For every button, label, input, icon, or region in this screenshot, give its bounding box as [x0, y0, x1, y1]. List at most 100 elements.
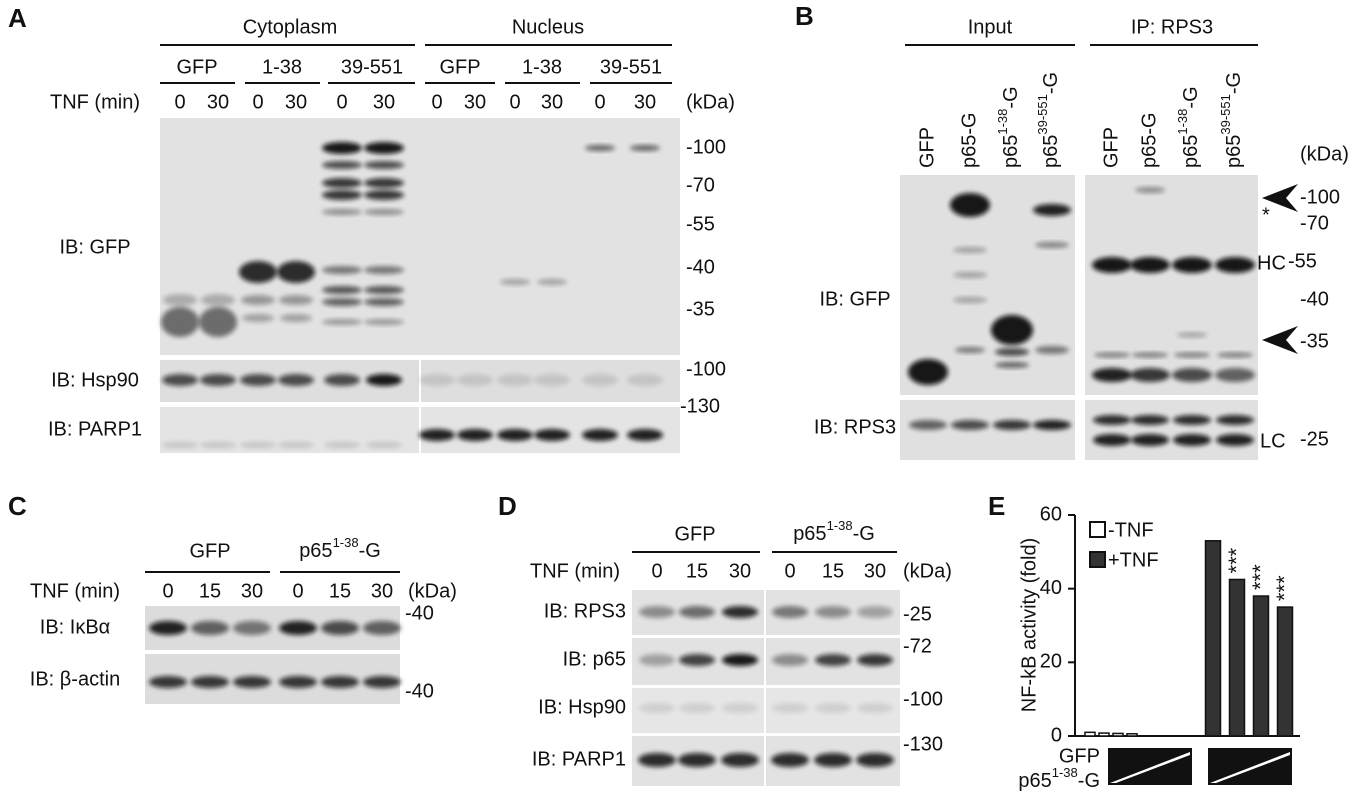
bar — [1252, 595, 1270, 737]
group-label: p651-38-G — [793, 518, 875, 545]
band — [364, 209, 404, 215]
unit-label: (kDa) — [903, 560, 952, 582]
time-label: 30 — [207, 91, 229, 113]
band — [722, 703, 758, 713]
panel-letter: E — [988, 491, 1005, 521]
legend-swatch — [1089, 521, 1106, 538]
band — [364, 161, 404, 169]
band — [364, 142, 404, 154]
time-label: 0 — [336, 91, 347, 113]
kda-marker: -55 — [686, 213, 715, 235]
time-label: 0 — [252, 91, 263, 113]
band — [639, 703, 675, 713]
band — [1093, 434, 1131, 446]
arrow — [1262, 184, 1298, 212]
time-label: 0 — [162, 580, 173, 602]
band — [200, 442, 236, 448]
band — [582, 374, 618, 386]
band — [364, 298, 404, 306]
dose-diagonal — [1110, 752, 1190, 783]
kda-marker: -130 — [680, 395, 720, 417]
band — [630, 145, 660, 151]
band — [638, 753, 676, 767]
blot-label: IB: GFP — [819, 288, 890, 310]
band — [534, 374, 570, 386]
band — [1177, 332, 1207, 338]
band — [161, 307, 199, 337]
band — [200, 374, 236, 386]
time-label: 0 — [509, 91, 520, 113]
band — [322, 209, 362, 215]
band — [322, 298, 362, 306]
band — [322, 266, 362, 274]
band — [321, 621, 359, 635]
band — [1216, 434, 1254, 446]
x-label: GFP — [1059, 745, 1100, 767]
time-label: 0 — [292, 580, 303, 602]
band — [363, 621, 401, 635]
band — [627, 429, 663, 441]
band — [199, 307, 237, 337]
panel-letter: B — [795, 1, 814, 31]
band — [457, 374, 493, 386]
construct-label: 1-38 — [522, 56, 562, 78]
band — [679, 606, 715, 618]
time-label: 0 — [594, 91, 605, 113]
blot — [1085, 400, 1258, 460]
lane-label-suffix: -G — [1000, 86, 1022, 108]
y-tick-label: 60 — [1040, 503, 1062, 525]
lane-label-base: p65 — [1223, 135, 1245, 168]
kda-marker: -35 — [686, 298, 715, 320]
band — [278, 442, 314, 448]
band — [721, 753, 759, 767]
blot — [900, 400, 1075, 460]
blot-label: IB: RPS3 — [814, 416, 896, 438]
time-label: 30 — [729, 560, 751, 582]
lane-label-base: p65 — [1040, 135, 1062, 168]
construct-label: 39-551 — [600, 56, 662, 78]
group-label: Cytoplasm — [243, 16, 337, 38]
blot — [1085, 175, 1258, 395]
band — [233, 621, 271, 635]
annotation: HC — [1257, 252, 1286, 274]
band — [857, 654, 893, 666]
lane-label-suffix: -G — [1040, 72, 1062, 94]
time-label: 30 — [241, 580, 263, 602]
band — [191, 676, 229, 688]
band — [364, 266, 404, 274]
band — [278, 374, 314, 386]
band — [639, 606, 675, 618]
significance: *** — [1224, 547, 1249, 573]
group-label: GFP — [189, 540, 230, 562]
band — [1174, 352, 1210, 358]
band — [419, 374, 455, 386]
kda-marker: -25 — [1300, 428, 1329, 450]
bar — [1228, 578, 1246, 737]
time-label: 30 — [371, 580, 393, 602]
kda-marker: -72 — [903, 635, 932, 657]
bar — [1112, 732, 1124, 737]
band — [240, 374, 276, 386]
group-label-base: p65 — [299, 540, 332, 562]
band — [1035, 242, 1069, 248]
y-tick-label: 20 — [1040, 651, 1062, 673]
band — [1217, 352, 1253, 358]
band — [364, 190, 404, 200]
band — [322, 178, 362, 188]
x-label-base: p65 — [1018, 770, 1051, 792]
band — [722, 606, 758, 618]
panel-letter: C — [8, 491, 27, 521]
kda-marker: -70 — [1300, 212, 1329, 234]
band — [321, 676, 359, 688]
band — [163, 294, 197, 306]
annotation: * — [1262, 204, 1270, 226]
band — [233, 676, 271, 688]
construct-label: 1-38 — [262, 56, 302, 78]
group-label-base: p65 — [793, 523, 826, 545]
lane-label-sup: 39-551 — [1218, 94, 1233, 134]
bar — [1126, 733, 1138, 737]
lane-label-base: p65 — [1180, 135, 1202, 168]
significance: *** — [1248, 564, 1273, 590]
group-label: IP: RPS3 — [1131, 16, 1213, 38]
unit-label: (kDa) — [408, 580, 457, 602]
